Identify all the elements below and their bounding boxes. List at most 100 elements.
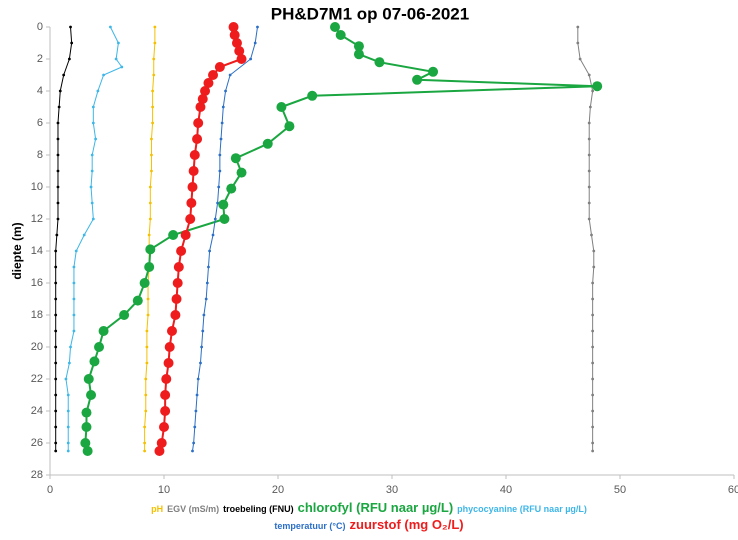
legend-entry: pH — [151, 504, 164, 514]
x-tick-label: 30 — [386, 484, 398, 496]
data-point — [228, 73, 232, 77]
data-point — [253, 41, 257, 45]
data-point — [587, 169, 591, 173]
data-point — [145, 244, 156, 255]
data-point — [587, 153, 591, 157]
data-point — [144, 377, 148, 381]
data-point — [70, 41, 74, 45]
data-point — [72, 265, 76, 269]
data-point — [221, 105, 225, 109]
data-point — [217, 185, 221, 189]
data-point — [170, 310, 181, 320]
data-point — [117, 41, 120, 45]
data-point — [216, 201, 219, 205]
data-point — [54, 441, 58, 445]
data-point — [66, 393, 70, 397]
data-point — [166, 326, 177, 336]
data-point — [587, 137, 591, 141]
data-point — [173, 262, 184, 272]
data-point — [54, 265, 58, 269]
data-point — [587, 201, 591, 205]
data-point — [587, 217, 591, 221]
data-point — [91, 105, 95, 109]
data-point — [64, 377, 68, 381]
data-point — [56, 121, 60, 125]
data-point — [72, 313, 76, 317]
legend-entry: temperatuur (°C) — [274, 521, 346, 531]
y-tick-label: 28 — [31, 469, 43, 481]
data-point — [148, 185, 152, 189]
data-point — [57, 105, 61, 109]
data-point — [91, 121, 95, 125]
data-point — [156, 438, 167, 448]
data-point — [200, 86, 211, 96]
data-point — [54, 249, 58, 253]
data-point — [143, 449, 147, 453]
data-point — [109, 25, 112, 29]
data-point — [143, 425, 147, 429]
legend-entry: EGV (mS/m) — [167, 504, 220, 514]
data-point — [220, 121, 224, 125]
y-tick-label: 26 — [31, 437, 43, 449]
data-point — [82, 446, 93, 456]
data-point — [91, 217, 95, 221]
data-point — [192, 134, 203, 144]
data-point — [588, 105, 592, 109]
data-point — [249, 57, 253, 61]
data-point — [231, 38, 242, 48]
data-point — [205, 281, 209, 285]
x-tick-label: 20 — [272, 484, 284, 496]
x-tick-label: 0 — [47, 484, 53, 496]
data-point — [576, 41, 580, 45]
series-line — [144, 27, 156, 451]
data-point — [187, 182, 198, 192]
data-point — [81, 407, 92, 418]
chart: PH&D7M1 op 07-06-2021 diepte (m) 0246810… — [10, 4, 738, 496]
series-line — [192, 26, 258, 452]
legend-entry: zuurstof (mg O₂/L) — [349, 517, 464, 532]
data-point — [148, 217, 152, 221]
data-point — [591, 409, 595, 413]
data-point — [56, 169, 60, 173]
data-point — [69, 345, 72, 349]
data-point — [180, 230, 191, 240]
data-point — [218, 169, 222, 173]
data-point — [284, 121, 295, 132]
data-point — [229, 30, 240, 40]
data-point — [168, 230, 179, 240]
data-point — [218, 153, 222, 157]
data-point — [191, 449, 194, 453]
data-point — [208, 70, 219, 80]
data-point — [146, 313, 150, 317]
data-point — [66, 409, 70, 413]
data-point — [591, 345, 595, 349]
series-line — [65, 26, 123, 451]
data-point — [195, 393, 199, 397]
data-point — [66, 425, 70, 429]
data-point — [196, 377, 200, 381]
data-point — [98, 326, 109, 336]
data-point — [153, 41, 157, 45]
data-point — [144, 409, 148, 413]
legend-entry: troebeling (FNU) — [223, 504, 294, 514]
data-point — [145, 329, 149, 333]
data-point — [224, 89, 227, 93]
data-point — [94, 137, 97, 141]
data-point — [54, 329, 58, 333]
data-point — [578, 57, 582, 61]
data-point — [192, 441, 196, 445]
data-point — [330, 22, 340, 32]
data-point — [211, 233, 215, 237]
data-point — [150, 153, 153, 157]
data-point — [201, 329, 205, 333]
data-point — [172, 278, 183, 288]
data-point — [591, 89, 595, 93]
data-point — [276, 102, 287, 112]
series-line — [84, 26, 598, 452]
data-point — [54, 297, 58, 301]
data-point — [139, 278, 150, 288]
data-point — [56, 137, 60, 141]
y-tick-label: 18 — [31, 309, 43, 321]
data-point — [120, 65, 124, 69]
data-point — [592, 249, 596, 253]
